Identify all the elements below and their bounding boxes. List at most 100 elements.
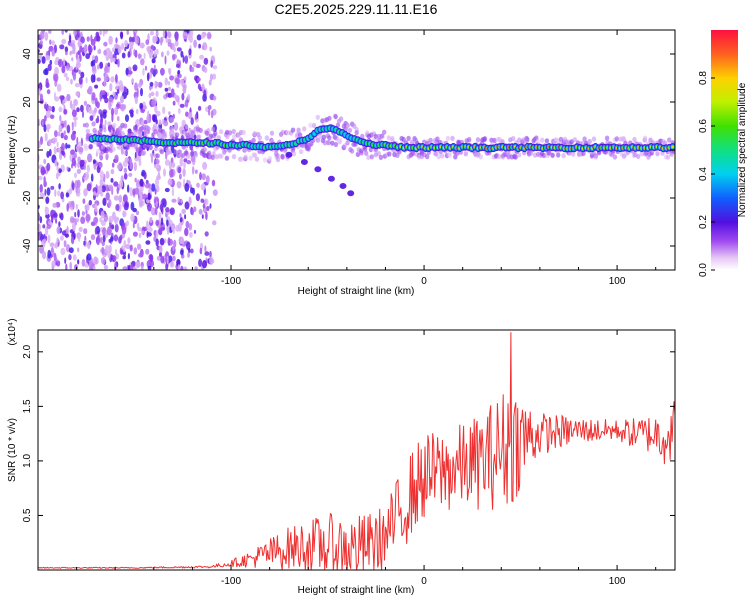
spectrogram-noise-blob [187,252,191,258]
spectrogram-noise-blob [43,124,47,133]
spectrogram-noise-blob [74,218,80,223]
spectrogram-noise-blob [153,64,156,70]
spectrogram-noise-blob [165,207,170,213]
spectrogram-noise-blob [200,183,206,191]
spectrogram-halo-blob [406,135,411,141]
spectrogram-noise-blob [149,81,154,87]
spectrogram-noise-blob [152,35,158,43]
spectrogram-noise-blob [199,172,202,181]
spectrogram-halo-blob [318,133,323,140]
spectrogram-noise-blob [177,108,181,114]
spectrogram-noise-blob [128,41,134,46]
spectrogram-noise-blob [131,78,135,84]
spectrogram-noise-blob [70,133,76,141]
spectrogram-noise-blob [121,245,124,250]
spectrogram-halo-blob [104,148,109,154]
spectrogram-noise-blob [164,187,170,193]
spectrogram-noise-blob [113,181,119,187]
spectrogram-noise-blob [125,243,131,250]
spectrogram-noise-blob [156,255,162,261]
spectrogram-noise-blob [199,247,203,255]
spectrogram-noise-blob [93,64,96,73]
spectrogram-noise-blob [141,265,144,270]
spectrogram-noise-blob [103,79,106,88]
spectrogram-noise-blob [70,149,76,155]
spectrogram-noise-blob [196,182,200,188]
spectrogram-noise-blob [72,222,76,232]
spectrogram-halo-blob [133,130,138,136]
spectrogram-halo-blob [225,134,230,140]
spectrogram-noise-blob [180,198,183,204]
spectrogram-noise-blob [41,250,47,260]
spectrogram-noise-blob [178,59,181,66]
spectrogram-halo-blob [197,134,202,140]
spectrogram-noise-blob [192,61,197,68]
spectrogram-halo-blob [213,130,218,136]
spectrogram-noise-blob [54,96,60,102]
spectrogram-halo-blob [428,137,433,143]
spectrogram-noise-blob [176,47,182,52]
spectrogram-noise-blob [139,42,145,49]
spectrogram-noise-blob [96,64,100,70]
spectrogram-noise-blob [163,168,166,177]
spectrogram-halo-blob [280,154,285,160]
spectrogram-noise-blob [77,247,80,253]
spectrogram-noise-blob [90,173,94,182]
snr-panel: -100 0 100 0.5 1.0 1.5 2.0 Height of straight … [7,318,676,596]
spectrogram-noise-blob [74,211,77,218]
spectrogram-noise-blob [207,105,212,110]
spectrogram-noise-blob [56,141,59,148]
spectrogram-noise-blob [179,217,183,223]
spectrogram-noise-blob [134,49,138,58]
spectrogram-noise-blob [116,89,120,94]
spectrogram-noise-blob [203,57,209,65]
spectrogram-halo-blob [364,150,369,156]
spectrogram-noise-blob [169,168,174,178]
spectrogram-halo-blob [513,154,518,160]
spectrogram-noise-blob [103,264,108,270]
spectrogram-halo-blob [185,132,190,138]
spectrogram-noise-blob [99,30,102,36]
spectrogram-halo-blob [135,148,141,154]
spectrogram-noise-blob [193,39,198,48]
spectrogram-noise-blob [143,119,148,125]
spectrogram-halo-blob [189,134,194,140]
spectrogram-halo-blob [333,141,339,148]
spectrogram-noise-blob [61,150,65,156]
spectrogram-noise-blob [96,101,100,109]
spectrogram-halo-blob [222,149,227,155]
spectrogram-halo-blob [203,152,208,158]
spectrogram-noise-blob [110,58,113,63]
spectrogram-halo-blob [85,132,91,138]
spectrogram-halo-blob [327,135,332,141]
colorbar-scale [711,30,738,270]
spectrogram-halo-blob [550,152,555,158]
spectrogram-halo-blob [636,153,641,159]
spectrogram-noise-blob [119,84,125,93]
spectrogram-halo-blob [517,152,522,158]
spectrogram-noise-blob [55,172,59,180]
spectrogram-noise-blob [71,57,74,62]
spectrogram-noise-blob [61,30,64,35]
colorbar-tick-label: 0.2 [698,215,709,229]
spectrogram-halo-blob [450,135,455,141]
spectrogram-noise-blob [204,231,209,237]
spectrogram-noise-blob [56,165,59,171]
spectrogram-noise-blob [190,117,194,125]
spectrogram-noise-blob [56,226,61,235]
spectrogram-noise-blob [114,154,119,163]
spectrogram-noise-blob [108,50,112,58]
spectrogram-noise-blob [204,251,210,256]
spectrogram-noise-blob [105,154,109,161]
spectrogram-noise-blob [145,179,149,185]
spectrogram-noise-blob [40,136,43,145]
spectrogram-halo-blob [218,129,224,135]
spectrogram-halo-blob [655,151,660,157]
spectrogram-branch-point [314,166,322,173]
spectrogram-noise-blob [155,178,159,187]
spectrogram-noise-blob [72,254,77,261]
spectrogram-noise-blob [118,194,123,203]
spectrogram-noise-blob [98,109,103,115]
spectrogram-noise-blob [78,76,83,85]
spectrogram-noise-blob [38,223,41,232]
